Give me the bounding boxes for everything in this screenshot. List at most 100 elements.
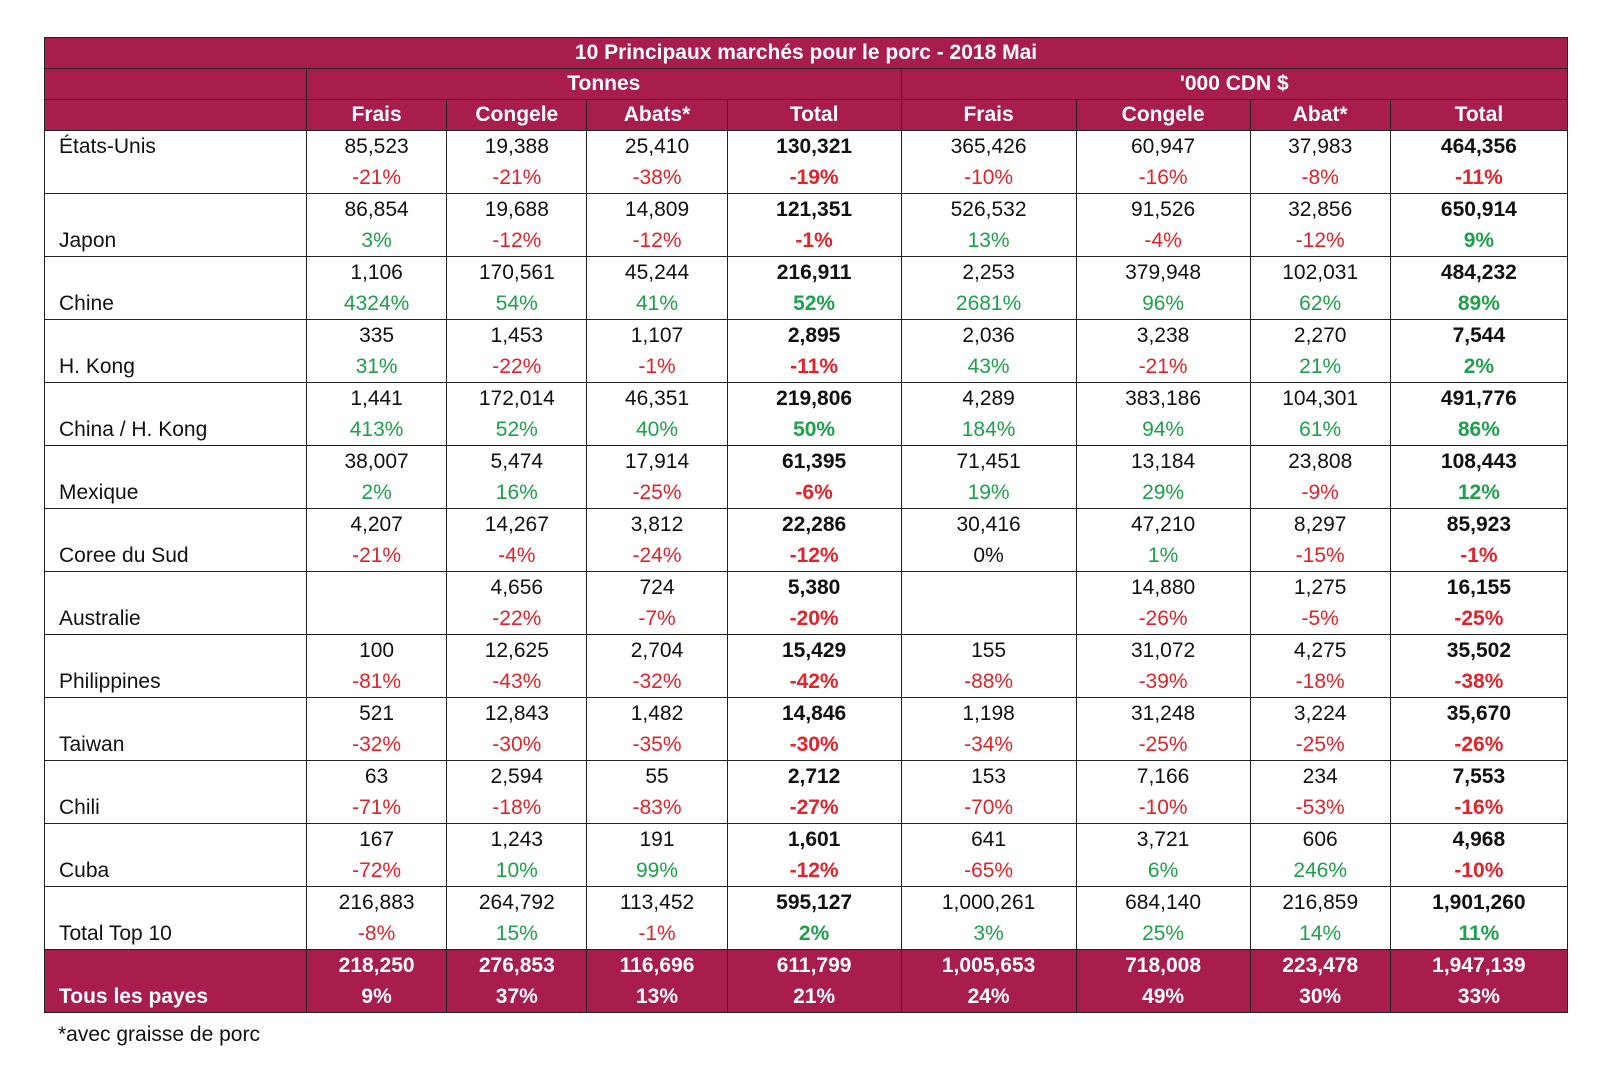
column-header: Frais xyxy=(305,99,448,131)
value: 32,856 xyxy=(1288,198,1353,221)
value xyxy=(307,572,446,603)
percent-change: 41% xyxy=(635,292,679,315)
percent-change: -10% xyxy=(1138,796,1188,819)
value: 365,426 xyxy=(950,135,1027,158)
value-cell: 100 -81% xyxy=(305,634,448,698)
column-header: Frais xyxy=(900,99,1077,131)
value-cell: 1,947,139 33% xyxy=(1389,949,1569,1013)
value-cell: 47,210 1% xyxy=(1075,508,1251,572)
value-cell: 2,594 -18% xyxy=(446,760,588,824)
value: 14,880 xyxy=(1130,576,1196,599)
percent-change: -12% xyxy=(789,544,839,567)
value-cell: 1,601 -12% xyxy=(726,823,902,887)
value-cell: 23,808 -9% xyxy=(1249,445,1391,509)
value-cell: 1,482 -35% xyxy=(586,697,728,761)
percent-change: 9% xyxy=(361,985,392,1008)
value-cell: 85,523 -21% xyxy=(305,130,448,194)
table-row: Philippines 100 -81% 12,625 -43% 2,704 -32% 15,… xyxy=(44,634,1569,698)
value-cell: 116,696 13% xyxy=(586,949,728,1013)
value-cell: 86,854 3% xyxy=(305,193,448,257)
value-cell: 611,799 21% xyxy=(726,949,902,1013)
percent-change: -16% xyxy=(1454,796,1504,819)
value-cell: 223,478 30% xyxy=(1249,949,1391,1013)
percent-change: 94% xyxy=(1142,418,1185,441)
value-cell: 14,880 -26% xyxy=(1075,571,1251,635)
percent-change: 9% xyxy=(1463,229,1495,252)
value-cell: 25,410 -38% xyxy=(586,130,728,194)
value: 170,561 xyxy=(478,261,555,284)
value-cell: 3,812 -24% xyxy=(586,508,728,572)
percent-change: -1% xyxy=(795,229,833,252)
value: 1,243 xyxy=(490,828,544,851)
percent-change: 2% xyxy=(361,481,392,504)
percent-change: 15% xyxy=(495,922,538,945)
all-countries-row: Tous les payes 218,250 9% 276,853 37% 116,696… xyxy=(44,949,1569,1013)
percent-change: -22% xyxy=(492,607,542,630)
value-cell: 108,443 12% xyxy=(1389,445,1569,509)
value: 22,286 xyxy=(781,513,847,536)
value: 3,721 xyxy=(1136,828,1190,851)
value-cell: 12,625 -43% xyxy=(446,634,588,698)
value: 491,776 xyxy=(1440,387,1517,410)
country-name-cell: États-Unis xyxy=(44,130,307,194)
percent-change: -30% xyxy=(789,733,839,756)
percent-change: 30% xyxy=(1299,985,1342,1008)
value: 86,854 xyxy=(344,198,409,221)
value-cell: 641 -65% xyxy=(900,823,1077,887)
value-cell: 60,947 -16% xyxy=(1075,130,1251,194)
value-cell: 32,856 -12% xyxy=(1249,193,1391,257)
percent-change: -42% xyxy=(789,670,839,693)
percent-change: 52% xyxy=(495,418,538,441)
percent-change: 2% xyxy=(1463,355,1495,378)
country-name-cell: Tous les payes xyxy=(44,949,307,1013)
value-cell: 31,248 -25% xyxy=(1075,697,1251,761)
value-cell: 491,776 86% xyxy=(1389,382,1569,446)
value-cell: 14,809 -12% xyxy=(586,193,728,257)
blank-header-cell xyxy=(44,68,307,100)
percent-change: -53% xyxy=(1295,796,1345,819)
value-cell: 61,395 -6% xyxy=(726,445,902,509)
value: 3,224 xyxy=(1293,702,1347,725)
value-cell: 1,000,261 3% xyxy=(900,886,1077,950)
value-cell: 4,289 184% xyxy=(900,382,1077,446)
value: 71,451 xyxy=(956,450,1021,473)
value: 4,968 xyxy=(1452,828,1506,851)
percent-change: -25% xyxy=(1295,733,1345,756)
percent-change: -7% xyxy=(638,607,676,630)
value: 1,482 xyxy=(630,702,684,725)
value-cell: 191 99% xyxy=(586,823,728,887)
value: 383,186 xyxy=(1125,387,1202,410)
percent-change: 62% xyxy=(1299,292,1342,315)
value: 3,812 xyxy=(630,513,684,536)
value: 1,901,260 xyxy=(1432,891,1526,914)
value: 100 xyxy=(359,639,395,662)
percent-change: -83% xyxy=(632,796,682,819)
percent-change: 49% xyxy=(1142,985,1185,1008)
value-cell: 5,474 16% xyxy=(446,445,588,509)
value-cell: 1,107 -1% xyxy=(586,319,728,383)
value-cell: 3,721 6% xyxy=(1075,823,1251,887)
percent-change: 0% xyxy=(973,544,1004,567)
value-cell: 4,968 -10% xyxy=(1389,823,1569,887)
country-name-cell: Australie xyxy=(44,571,307,635)
value: 23,808 xyxy=(1288,450,1353,473)
percent-change: -9% xyxy=(1301,481,1339,504)
table-row: Taiwan 521 -32% 12,843 -30% 1,482 -35% 14,846 -3… xyxy=(44,697,1569,761)
percent-change: -18% xyxy=(492,796,542,819)
percent-change: -19% xyxy=(789,166,839,189)
value-cell: 216,911 52% xyxy=(726,256,902,320)
value-cell: 1,106 4324% xyxy=(305,256,448,320)
percent-change: -12% xyxy=(1295,229,1345,252)
percent-change: 19% xyxy=(967,481,1010,504)
percent-change: -8% xyxy=(1301,166,1339,189)
percent-change: 96% xyxy=(1142,292,1185,315)
percent-change: -1% xyxy=(1460,544,1498,567)
country-name: Taiwan xyxy=(59,733,125,756)
percent-change: -71% xyxy=(352,796,402,819)
value: 526,532 xyxy=(950,198,1027,221)
value: 1,441 xyxy=(350,387,403,410)
value: 684,140 xyxy=(1125,891,1202,914)
country-name-cell: Coree du Sud xyxy=(44,508,307,572)
value: 1,453 xyxy=(490,324,544,347)
value-cell: 1,441 413% xyxy=(305,382,448,446)
